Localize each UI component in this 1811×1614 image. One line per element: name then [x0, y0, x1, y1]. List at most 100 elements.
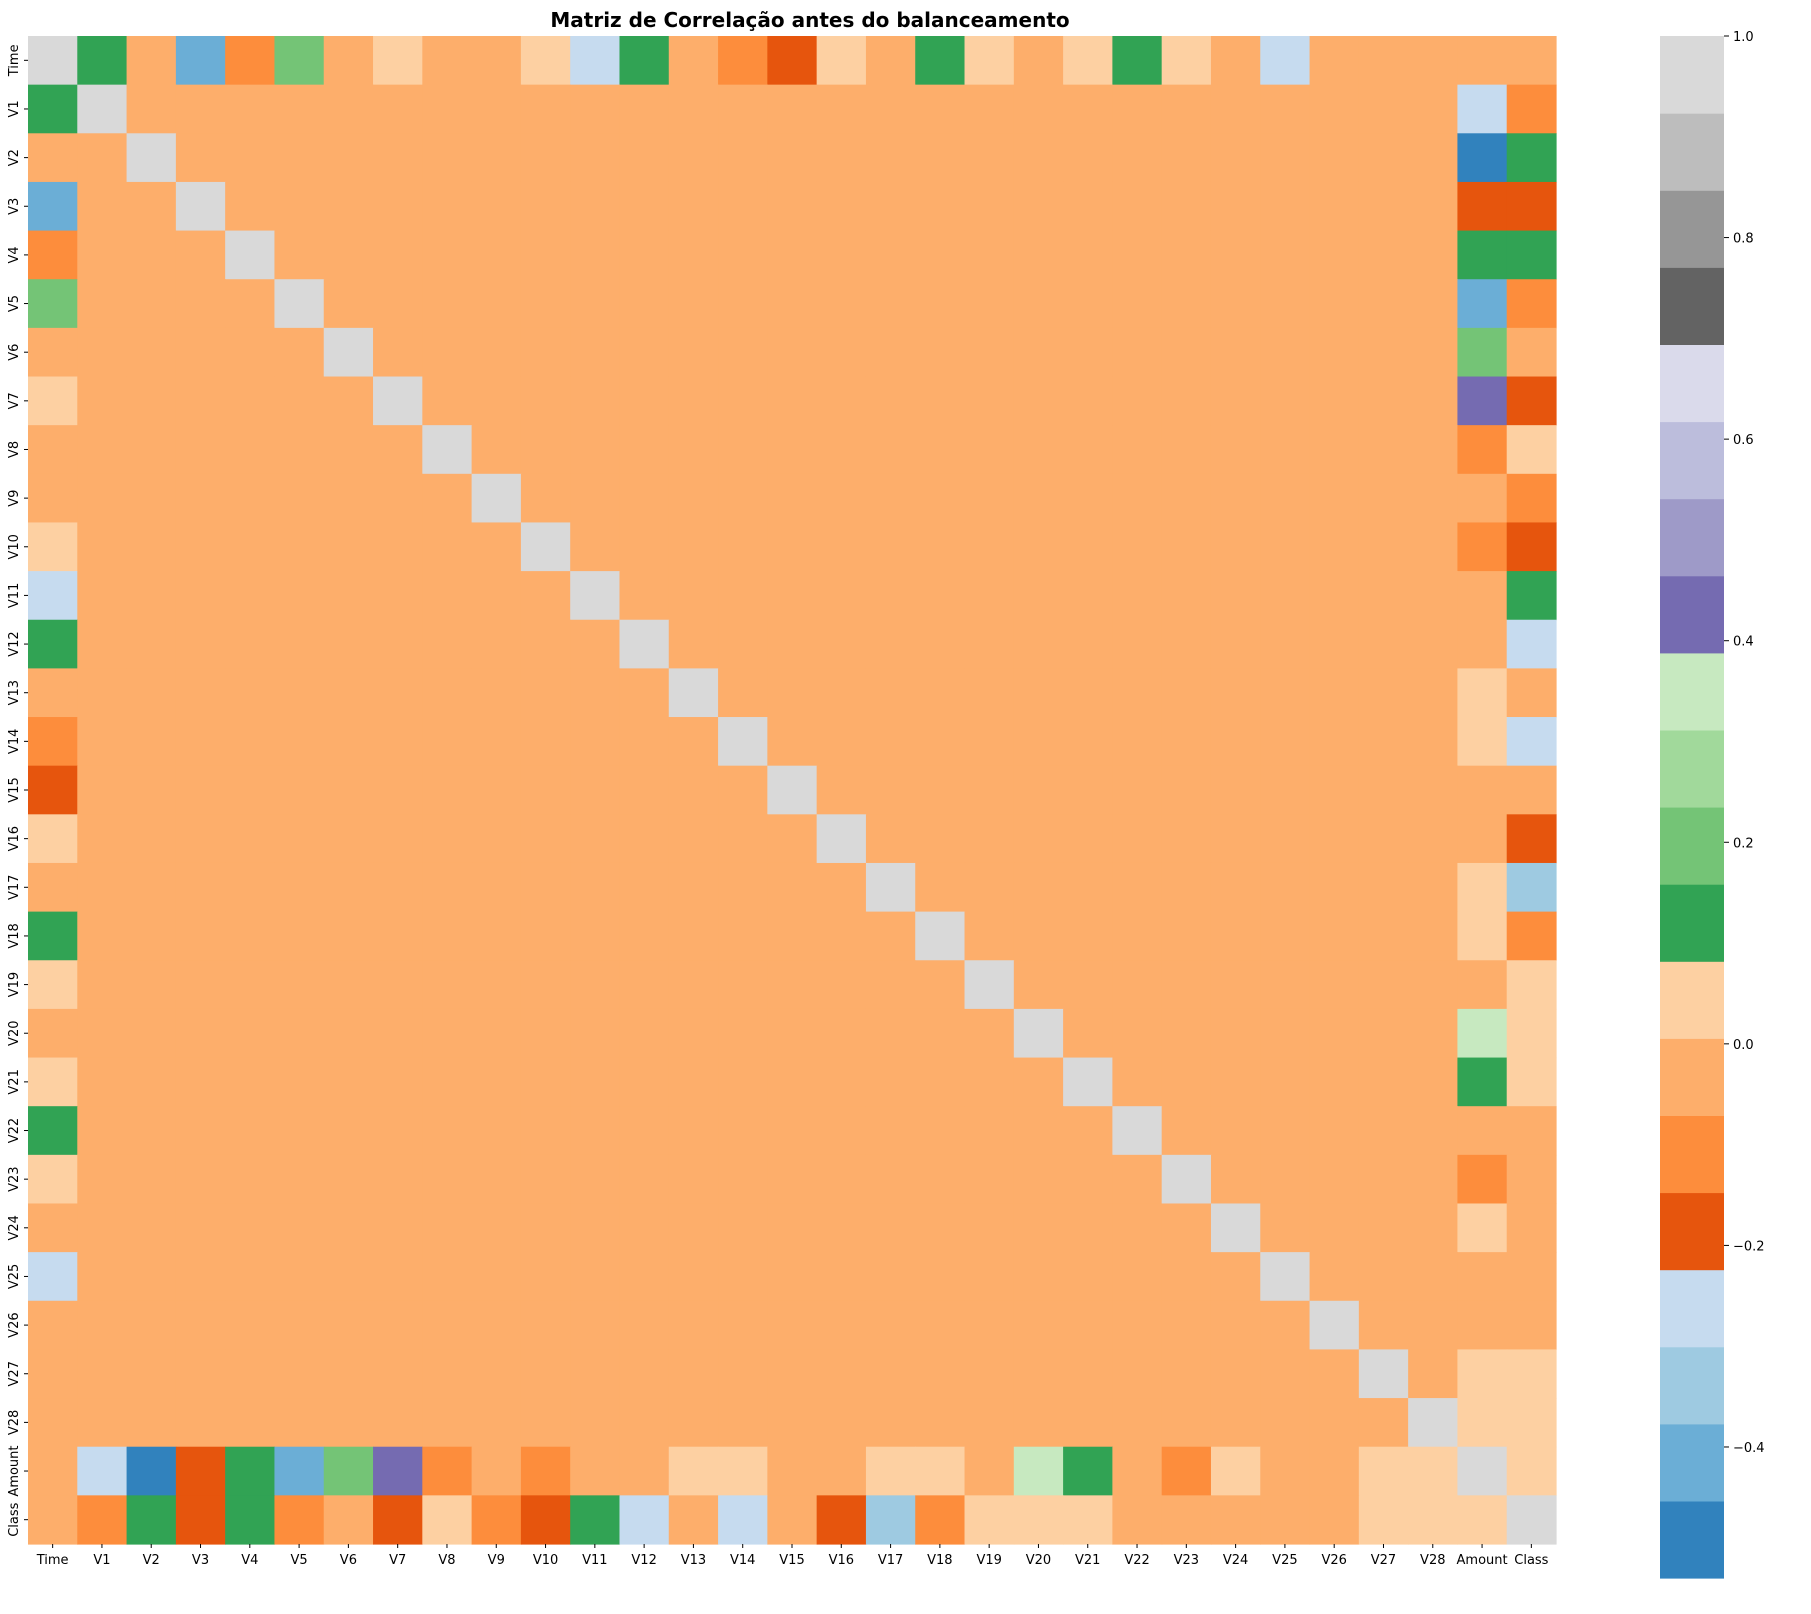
heatmap-cell-V28-V13	[668, 1398, 719, 1448]
heatmap-cell-V22-V19	[964, 1106, 1015, 1156]
heatmap-cell-V15-V21	[1063, 765, 1113, 815]
heatmap-cell-V21-V24	[1210, 1057, 1261, 1107]
heatmap-cell-V1-V27	[1358, 84, 1409, 134]
heatmap-cell-V8-V26	[1309, 425, 1360, 475]
heatmap-cell-V9-V19	[964, 473, 1015, 524]
heatmap-cell-V10-V7	[373, 522, 423, 572]
heatmap-cell-V23-V21	[1063, 1154, 1113, 1205]
heatmap-cell-Amount-V21	[1063, 1446, 1113, 1496]
heatmap-cell-V14-Time	[28, 717, 78, 767]
heatmap-cell-V18-V8	[422, 911, 473, 961]
heatmap-cell-V1-V17	[865, 84, 916, 134]
heatmap-cell-V7-V27	[1358, 376, 1409, 426]
heatmap-cell-V6-V13	[668, 327, 719, 378]
heatmap-cell-V2-V21	[1063, 133, 1113, 183]
heatmap-cell-V20-V23	[1161, 1008, 1212, 1059]
heatmap-cell-V28-V9	[471, 1398, 522, 1448]
y-tick-label-V14: V14	[7, 729, 22, 754]
heatmap-cell-Time-V13	[668, 36, 719, 86]
heatmap-cell-V17-V23	[1161, 862, 1212, 913]
heatmap-cell-V24-V22	[1112, 1203, 1163, 1253]
heatmap-cell-V11-V12	[619, 571, 670, 621]
heatmap-cell-V25-V3	[175, 1252, 226, 1302]
heatmap-cell-V3-V23	[1161, 181, 1212, 232]
heatmap-cell-Class-V10	[520, 1495, 571, 1545]
heatmap-cell-V16-V19	[964, 814, 1015, 864]
heatmap-cell-V26-V25	[1260, 1300, 1311, 1351]
heatmap-cell-V8-V23	[1161, 425, 1212, 475]
heatmap-cell-V18-V13	[668, 911, 719, 961]
heatmap-cell-V3-V2	[126, 181, 177, 232]
heatmap-cell-V12-V27	[1358, 619, 1409, 669]
heatmap-cell-V24-V5	[274, 1203, 325, 1253]
y-tick-label-V26: V26	[7, 1312, 22, 1337]
heatmap-cell-V28-V17	[865, 1398, 916, 1448]
heatmap-cell-V8-V11	[570, 425, 621, 475]
heatmap-cell-V17-V20	[1013, 862, 1064, 913]
heatmap-cell-V19-V25	[1260, 960, 1311, 1010]
heatmap-cell-V24-V1	[77, 1203, 128, 1253]
heatmap-cell-V1-V9	[471, 84, 522, 134]
heatmap-cell-V5-V20	[1013, 279, 1064, 329]
heatmap-cell-V4-V15	[767, 230, 818, 280]
heatmap-cell-Class-V6	[323, 1495, 374, 1545]
heatmap-cell-V13-V19	[964, 668, 1015, 718]
heatmap-cell-V24-V21	[1063, 1203, 1113, 1253]
heatmap-cell-V24-Class	[1506, 1203, 1557, 1253]
heatmap-cell-V5-Class	[1506, 279, 1557, 329]
heatmap-cell-V15-Time	[28, 765, 78, 815]
heatmap-cell-V23-V14	[718, 1154, 768, 1205]
heatmap-cell-V1-V16	[816, 84, 867, 134]
heatmap-cell-V28-V22	[1112, 1398, 1163, 1448]
heatmap-cell-V17-V9	[471, 862, 522, 913]
heatmap-cell-V25-V9	[471, 1252, 522, 1302]
heatmap-cell-V5-V6	[323, 279, 374, 329]
heatmap-cell-V18-V5	[274, 911, 325, 961]
heatmap-cell-V28-V5	[274, 1398, 325, 1448]
y-tick-label-V18: V18	[7, 923, 22, 948]
heatmap-cell-V12-V15	[767, 619, 818, 669]
heatmap-cell-V7-V21	[1063, 376, 1113, 426]
heatmap-cell-V6-V6	[323, 327, 374, 378]
heatmap-cell-V9-V7	[373, 473, 423, 524]
heatmap-cell-V8-V22	[1112, 425, 1163, 475]
heatmap-cell-V2-V17	[865, 133, 916, 183]
heatmap-cell-V21-V22	[1112, 1057, 1163, 1107]
y-tick-label-V16: V16	[7, 826, 22, 851]
heatmap-cell-V27-V15	[767, 1349, 818, 1399]
heatmap-cell-V15-V20	[1013, 765, 1064, 815]
heatmap-cell-V28-V18	[915, 1398, 966, 1448]
heatmap-cell-V23-V10	[520, 1154, 571, 1205]
heatmap-cell-V20-V15	[767, 1008, 818, 1059]
heatmap-cell-V7-V2	[126, 376, 177, 426]
heatmap-cell-V6-V8	[422, 327, 473, 378]
heatmap-cell-V11-V27	[1358, 571, 1409, 621]
heatmap-cell-V10-V13	[668, 522, 719, 572]
heatmap-cell-V17-V21	[1063, 862, 1113, 913]
heatmap-cell-V25-V12	[619, 1252, 670, 1302]
heatmap-cell-V15-V10	[520, 765, 571, 815]
heatmap-cell-Amount-V25	[1260, 1446, 1311, 1496]
x-tick-label-V25: V25	[1272, 1553, 1297, 1568]
heatmap-cell-V27-V23	[1161, 1349, 1212, 1399]
heatmap-cell-V9-V3	[175, 473, 226, 524]
heatmap-cell-Amount-V9	[471, 1446, 522, 1496]
heatmap-cell-Amount-V15	[767, 1446, 818, 1496]
heatmap-cell-V27-V2	[126, 1349, 177, 1399]
heatmap-cell-V5-V10	[520, 279, 571, 329]
heatmap-cell-V10-Class	[1506, 522, 1557, 572]
heatmap-cell-V24-V7	[373, 1203, 423, 1253]
heatmap-cell-V24-V10	[520, 1203, 571, 1253]
heatmap-cell-V23-V1	[77, 1154, 128, 1205]
heatmap-cell-V27-V9	[471, 1349, 522, 1399]
heatmap-cell-V26-V3	[175, 1300, 226, 1351]
heatmap-cell-V6-V21	[1063, 327, 1113, 378]
heatmap-cell-V7-V3	[175, 376, 226, 426]
heatmap-cell-V20-V5	[274, 1008, 325, 1059]
heatmap-cell-V21-V4	[225, 1057, 276, 1107]
heatmap-cell-V21-V11	[570, 1057, 621, 1107]
heatmap-cell-V28-V15	[767, 1398, 818, 1448]
heatmap-cell-V15-V8	[422, 765, 473, 815]
heatmap-cell-V12-V1	[77, 619, 128, 669]
heatmap-cell-Amount-V14	[718, 1446, 768, 1496]
